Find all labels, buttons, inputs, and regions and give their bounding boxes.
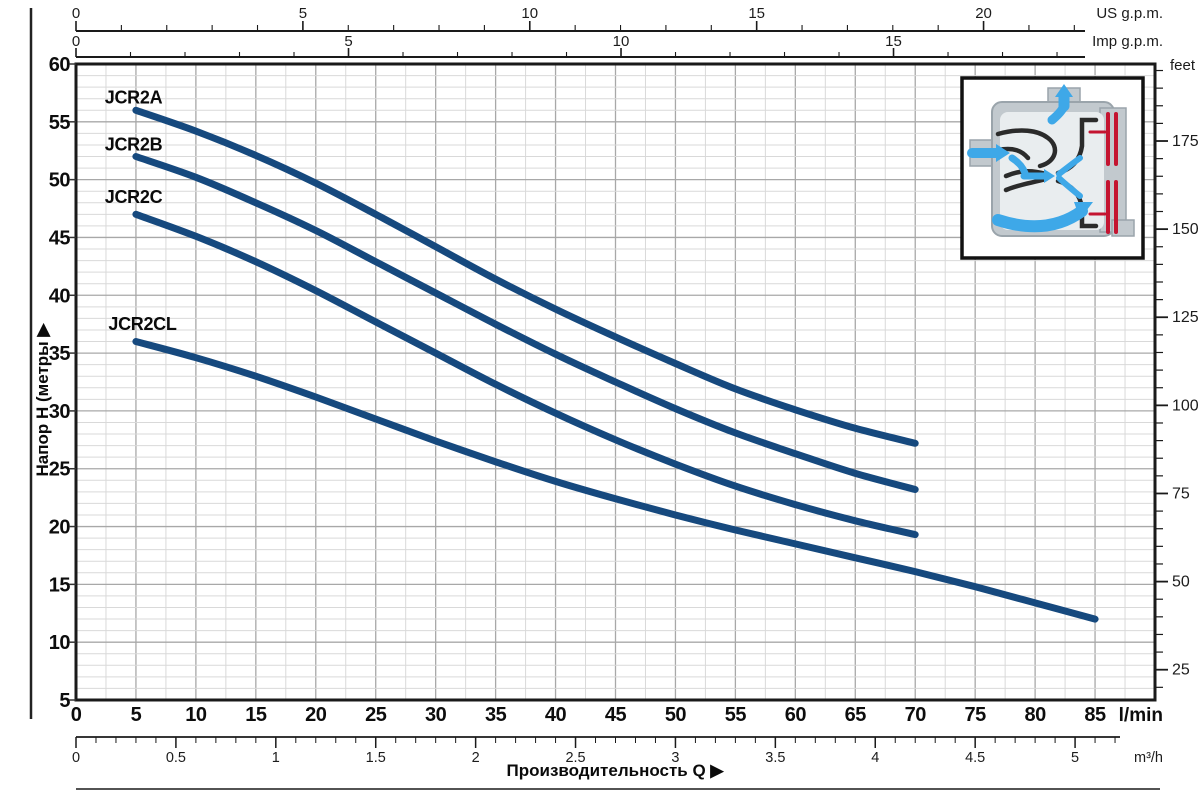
flow-arrows — [967, 84, 1093, 233]
curve-JCR2A — [132, 106, 919, 447]
meters-tick-label: 15 — [49, 574, 71, 596]
y-axis-title: Напор H (метры ▶ — [33, 323, 52, 477]
meters-tick-label: 30 — [49, 401, 71, 423]
pump-cross-section-inset — [960, 76, 1145, 260]
plot-frame — [74, 62, 1157, 702]
lmin-tick-label: 20 — [305, 704, 327, 726]
axes-ticks-and-labels: 0 5 10 15 20 US g.p.m.0 5 10 15 Imp g.p.m.0 5 10 15 2… — [49, 5, 1199, 766]
m3h-tick-label: 0.5 — [166, 750, 186, 766]
feet-tick-label: 25 — [1172, 662, 1190, 679]
m3h-tick-label: 1 — [272, 750, 280, 766]
curve-labels: JCR2A JCR2B JCR2C JCR2CL — [105, 87, 177, 334]
meters-tick-label: 10 — [49, 632, 71, 654]
lmin-tick-label: 85 — [1084, 704, 1106, 726]
feet-tick-label: 100 — [1172, 397, 1199, 414]
meters-tick-label: 60 — [49, 54, 71, 76]
feet-tick-label: 50 — [1172, 574, 1190, 591]
m3h-tick-label: 3.5 — [765, 750, 785, 766]
plot-border — [74, 62, 1157, 702]
meters-tick-label: 40 — [49, 285, 71, 307]
curve-label-JCR2B: JCR2B — [105, 135, 163, 155]
imp-gpm-unit-label: Imp g.p.m. — [1092, 33, 1163, 50]
m3h-unit-label: m³/h — [1134, 750, 1163, 766]
us-gpm-tick-label: 20 — [975, 5, 992, 22]
meters-tick-label: 25 — [49, 459, 71, 481]
m3h-tick-label: 4 — [871, 750, 879, 766]
us-gpm-tick-label: 10 — [521, 5, 538, 22]
meters-tick-label: 35 — [49, 343, 71, 365]
lmin-tick-label: 70 — [905, 704, 927, 726]
meters-tick-label: 55 — [49, 112, 71, 134]
m3h-tick-label: 1.5 — [366, 750, 386, 766]
lmin-tick-label: 10 — [185, 704, 207, 726]
imp-gpm-tick-label: 15 — [885, 33, 902, 50]
feet-tick-label: 125 — [1172, 309, 1199, 326]
feet-tick-label: 150 — [1172, 221, 1199, 238]
meters-tick-label: 50 — [49, 170, 71, 192]
us-gpm-unit-label: US g.p.m. — [1096, 5, 1163, 22]
us-gpm-tick-label: 5 — [299, 5, 307, 22]
feet-unit-label: feet — [1170, 57, 1196, 74]
m3h-tick-label: 0 — [72, 750, 80, 766]
pump-curves — [132, 106, 1099, 623]
lmin-tick-label: 40 — [545, 704, 567, 726]
feet-tick-label: 75 — [1172, 485, 1190, 502]
imp-gpm-tick-label: 0 — [72, 33, 80, 50]
lmin-tick-label: 25 — [365, 704, 387, 726]
us-gpm-tick-label: 15 — [748, 5, 765, 22]
m3h-tick-label: 4.5 — [965, 750, 985, 766]
meters-tick-label: 20 — [49, 517, 71, 539]
impeller-lines — [1088, 112, 1118, 234]
meters-tick-label: 5 — [59, 690, 70, 712]
x-axis-title: Производительность Q ▶ — [507, 761, 725, 780]
m3h-tick-label: 2.5 — [565, 750, 585, 766]
curve-label-JCR2A: JCR2A — [105, 87, 163, 107]
imp-gpm-tick-label: 5 — [344, 33, 352, 50]
lmin-tick-label: 15 — [245, 704, 267, 726]
curve-JCR2C — [132, 210, 919, 539]
curve-JCR2B — [132, 153, 919, 493]
imp-gpm-tick-label: 10 — [613, 33, 630, 50]
feet-tick-label: 175 — [1172, 133, 1199, 150]
us-gpm-tick-label: 0 — [72, 5, 80, 22]
curve-JCR2CL — [132, 338, 1099, 623]
lmin-tick-label: 35 — [485, 704, 507, 726]
lmin-tick-label: 75 — [965, 704, 987, 726]
grid-lines — [76, 64, 1155, 700]
lmin-tick-label: 65 — [845, 704, 867, 726]
lmin-tick-label: 50 — [665, 704, 687, 726]
lmin-unit-label: l/min — [1119, 705, 1163, 726]
lmin-tick-label: 0 — [71, 704, 82, 726]
lmin-tick-label: 80 — [1024, 704, 1046, 726]
lmin-tick-label: 30 — [425, 704, 447, 726]
m3h-tick-label: 3 — [671, 750, 679, 766]
m3h-tick-label: 2 — [472, 750, 480, 766]
curve-label-JCR2CL: JCR2CL — [108, 314, 177, 334]
lmin-tick-label: 55 — [725, 704, 747, 726]
lmin-tick-label: 60 — [785, 704, 807, 726]
meters-tick-label: 45 — [49, 227, 71, 249]
lmin-tick-label: 45 — [605, 704, 627, 726]
m3h-tick-label: 5 — [1071, 750, 1079, 766]
lmin-tick-label: 5 — [131, 704, 142, 726]
curve-label-JCR2C: JCR2C — [105, 187, 163, 207]
